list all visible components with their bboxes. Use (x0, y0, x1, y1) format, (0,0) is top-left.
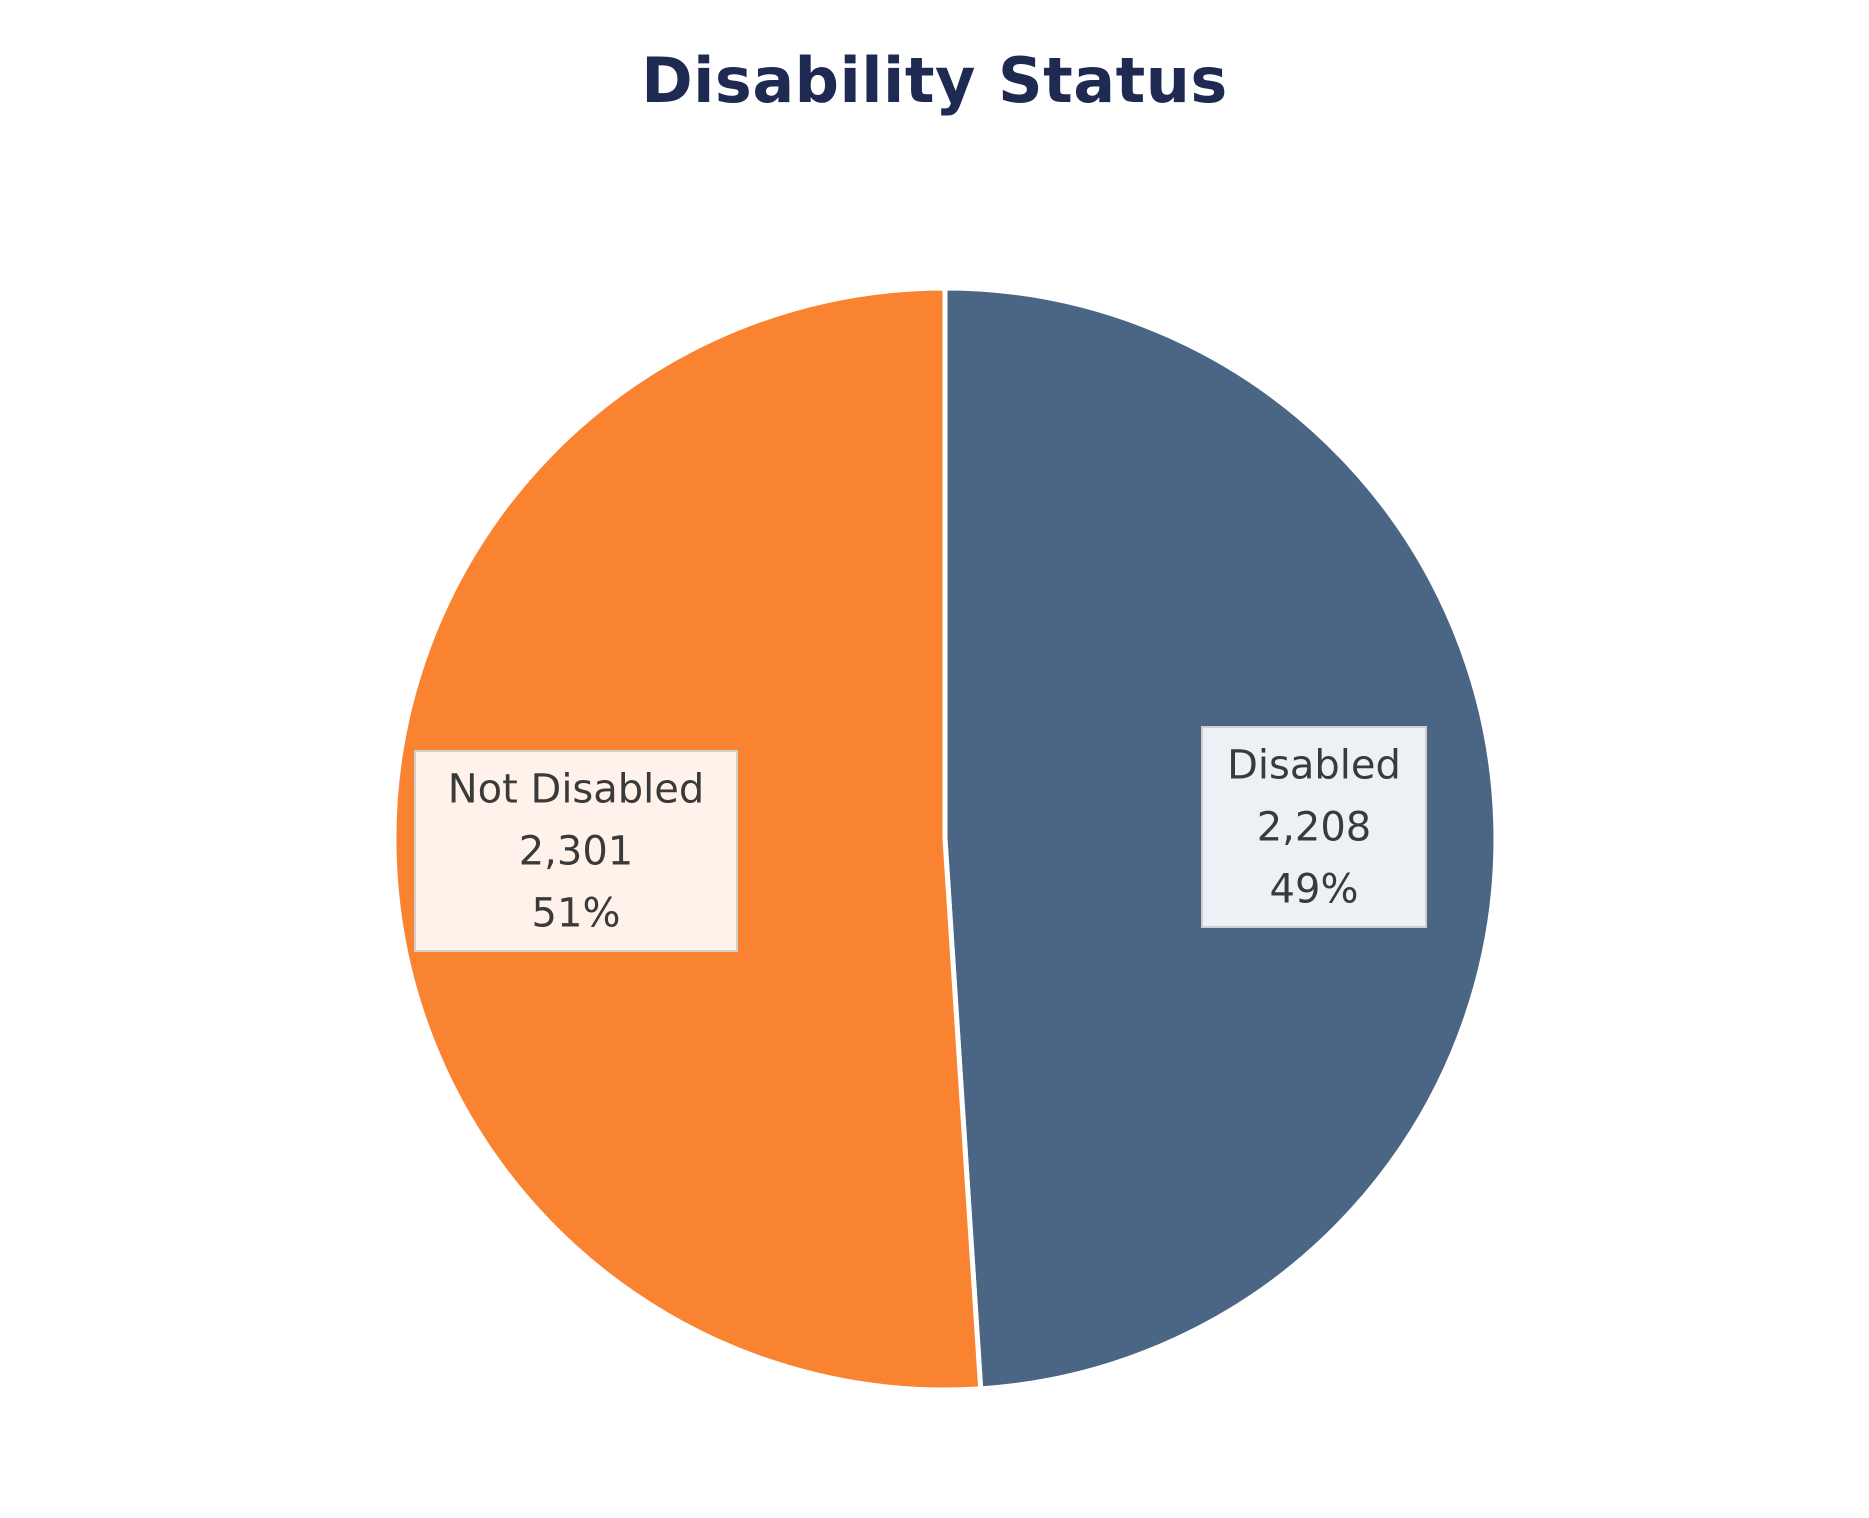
data-label-box (414, 750, 738, 952)
data-label-not-disabled: Not Disabled 2,301 51% (414, 750, 738, 952)
label-value: 2,208 (1257, 805, 1372, 851)
label-name: Disabled (1227, 743, 1401, 789)
label-percent: 51% (532, 891, 621, 937)
label-name: Not Disabled (448, 767, 705, 813)
data-label-disabled: Disabled 2,208 49% (1201, 726, 1427, 928)
chart-title: Disability Status (641, 44, 1228, 117)
label-value: 2,301 (519, 829, 634, 875)
data-label-box (1201, 726, 1427, 928)
label-percent: 49% (1270, 867, 1359, 913)
